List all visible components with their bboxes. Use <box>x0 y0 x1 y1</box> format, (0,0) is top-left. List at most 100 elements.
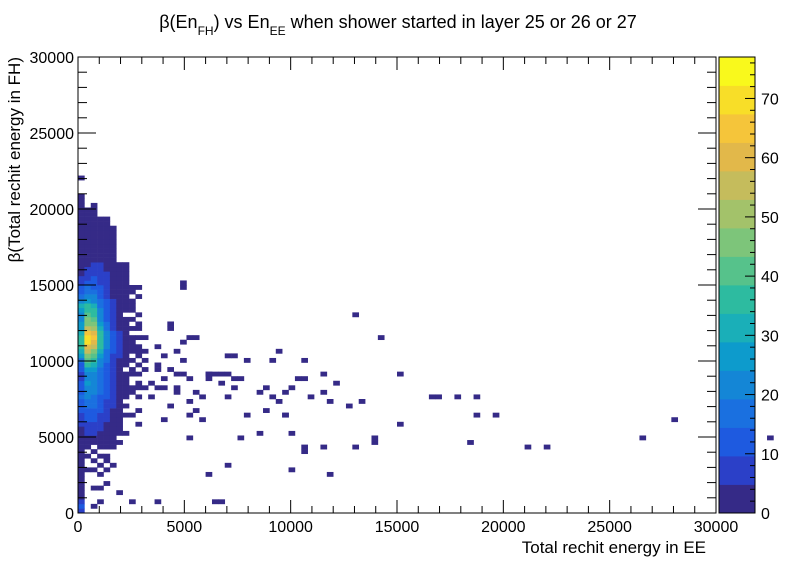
heatmap-cell <box>109 289 117 295</box>
heatmap-cell <box>97 312 104 318</box>
heatmap-cell <box>103 266 111 272</box>
heatmap-cell <box>78 394 85 400</box>
heatmap-cell <box>524 444 532 450</box>
heatmap-cell <box>103 389 111 395</box>
heatmap-cell <box>218 371 226 377</box>
chart-title: β(EnFH) vs EnEE when shower started in l… <box>159 12 637 38</box>
heatmap-cell <box>205 471 213 477</box>
heatmap-cell <box>84 298 92 304</box>
heatmap-cell <box>78 253 85 258</box>
colorbar <box>718 56 756 514</box>
heatmap-cell <box>116 307 123 313</box>
colorbar-segment <box>719 171 755 200</box>
heatmap-cell <box>78 376 85 382</box>
heatmap-cell <box>90 330 98 336</box>
heatmap-cell <box>78 467 85 473</box>
heatmap-cell <box>109 462 117 468</box>
heatmap-cell <box>84 294 92 299</box>
heatmap-cell <box>237 376 245 382</box>
heatmap-cell <box>97 298 104 304</box>
heatmap-cell <box>116 376 123 382</box>
heatmap-cell <box>90 307 98 313</box>
heatmap-cell <box>129 335 136 341</box>
heatmap-cell <box>109 225 117 231</box>
heatmap-cell <box>109 367 117 372</box>
heatmap-cell <box>109 312 117 318</box>
heatmap-cell <box>116 348 123 354</box>
heatmap-cell <box>103 371 111 377</box>
heatmap-cell <box>129 385 136 391</box>
heatmap-cell <box>428 394 436 400</box>
title-subscript: EE <box>270 24 286 38</box>
heatmap-cell <box>84 380 92 386</box>
x-axis-label: Total rechit energy in EE <box>522 538 706 557</box>
heatmap-cell <box>90 275 98 281</box>
x-tick-label: 5000 <box>167 519 203 536</box>
heatmap-cell <box>97 275 104 281</box>
colorbar-tick-label: 40 <box>761 269 779 286</box>
heatmap-cell <box>78 362 85 368</box>
heatmap-cell <box>135 335 143 341</box>
x-tick-label: 30000 <box>694 519 739 536</box>
heatmap-cell <box>231 376 238 382</box>
heatmap-cell <box>211 499 219 505</box>
heatmap-cell <box>320 444 328 450</box>
heatmap-cell <box>97 430 104 436</box>
heatmap-cell <box>78 348 85 354</box>
colorbar-tick-label: 10 <box>761 447 779 464</box>
heatmap-cell <box>135 385 143 391</box>
heatmap-cell <box>109 262 117 268</box>
heatmap-cell <box>78 275 85 281</box>
heatmap-cell <box>135 371 143 377</box>
heatmap-cell <box>231 385 238 391</box>
heatmap-cell <box>135 344 143 350</box>
heatmap-cell <box>109 426 117 432</box>
heatmap-cell <box>109 408 117 413</box>
heatmap-cell <box>78 248 85 254</box>
heatmap-cell <box>154 385 162 391</box>
heatmap-cell <box>78 221 85 227</box>
heatmap-cell <box>84 408 92 413</box>
heatmap-cell <box>78 440 85 445</box>
heatmap-cell <box>84 326 92 331</box>
heatmap-cell <box>90 430 98 436</box>
heatmap-cell <box>103 348 111 354</box>
heatmap-cell <box>84 417 92 423</box>
heatmap-cell <box>90 248 98 254</box>
heatmap-cell <box>84 285 92 290</box>
heatmap-cell <box>84 435 92 441</box>
heatmap-cell <box>78 212 85 217</box>
heatmap-cell <box>192 408 200 413</box>
heatmap-cell <box>135 285 143 290</box>
heatmap-cell <box>122 262 130 268</box>
heatmap-cell <box>78 330 85 336</box>
heatmap-cell <box>103 316 111 322</box>
colorbar-tick-label: 70 <box>761 91 779 108</box>
heatmap-cell <box>97 316 104 322</box>
heatmap-cell <box>109 376 117 382</box>
heatmap-cell <box>90 239 98 245</box>
heatmap-cell <box>97 326 104 331</box>
heatmap-cell <box>103 294 111 299</box>
heatmap-cell <box>103 412 111 418</box>
heatmap-cell <box>129 289 136 295</box>
heatmap-cell <box>129 348 136 354</box>
heatmap-cell <box>180 357 187 363</box>
heatmap-cell <box>97 344 104 350</box>
heatmap-cell <box>103 481 111 486</box>
heatmap-cell <box>90 294 98 299</box>
heatmap-cell <box>78 462 85 468</box>
heatmap-cell <box>154 362 162 368</box>
heatmap-cell <box>103 421 111 427</box>
colorbar-segment <box>719 114 755 143</box>
heatmap-cell <box>103 239 111 245</box>
heatmap-cell <box>103 275 111 281</box>
heatmap-cell <box>84 262 92 268</box>
heatmap-cell <box>78 303 85 309</box>
heatmap-cell <box>173 389 181 395</box>
heatmap-cell <box>97 362 104 368</box>
heatmap-cell <box>97 294 104 299</box>
heatmap-cell <box>109 243 117 249</box>
heatmap-cell <box>109 257 117 263</box>
heatmap-cell <box>122 339 130 345</box>
